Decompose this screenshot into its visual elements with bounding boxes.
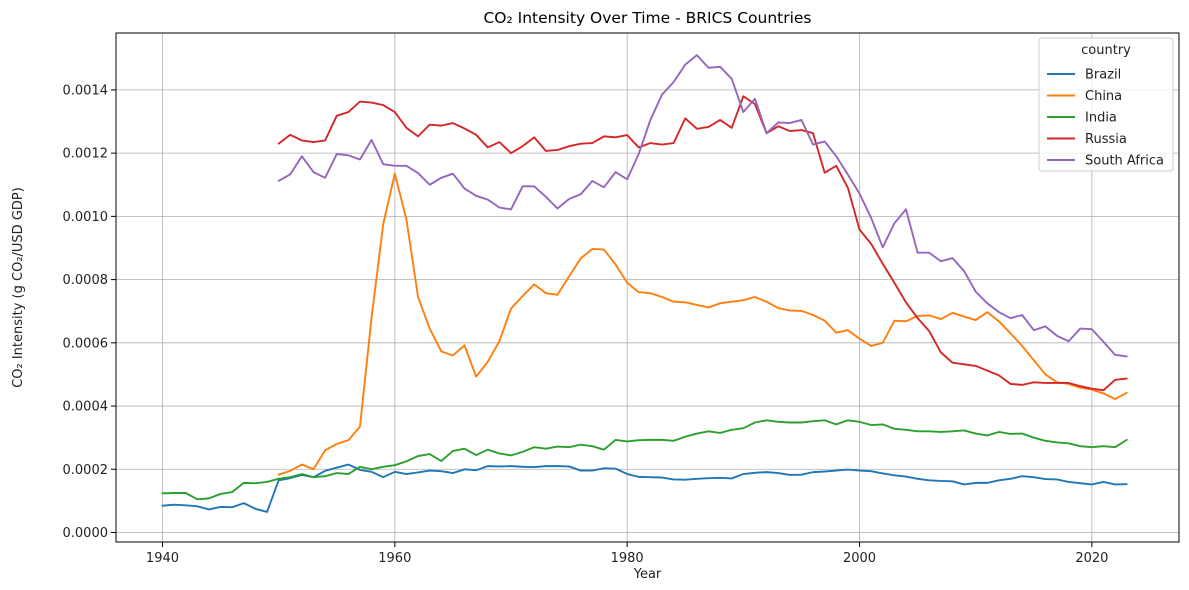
x-tick-label: 2020 [1075,551,1108,566]
y-tick-label: 0.0008 [63,273,109,288]
series-line-india [161,419,1128,501]
legend-label: China [1085,89,1122,104]
y-axis: 0.0000 0.0002 0.0004 0.0006 0.0008 0.0010 0.00… [63,83,116,541]
legend-label: Russia [1085,132,1127,147]
y-tick-label: 0.0002 [63,463,109,478]
x-axis-label: Year [633,567,662,582]
x-tick-label: 1960 [378,551,411,566]
series-lines [161,54,1128,513]
plot-area-frame [115,32,1180,543]
legend-items: Brazil China India Russia South Africa [1047,68,1164,169]
legend: country Brazil China India Russia South Afri… [1038,37,1174,172]
y-tick-label: 0.0012 [63,147,109,162]
legend-label: South Africa [1085,154,1164,169]
y-tick-label: 0.0010 [63,210,109,225]
x-tick-label: 1980 [611,551,644,566]
series-line-south-africa [277,54,1128,358]
grid [116,33,1179,542]
y-tick-label: 0.0006 [63,336,109,351]
y-axis-label: CO₂ Intensity (g CO₂/USD GDP) [11,187,26,388]
y-tick-label: 0.0000 [63,526,109,541]
y-tick-label: 0.0004 [63,400,109,415]
series-line-russia [277,95,1128,392]
x-axis: 1940 1960 1980 2000 2020 [146,542,1108,566]
legend-label: Brazil [1085,68,1121,83]
y-tick-label: 0.0014 [63,83,109,98]
series-line-brazil [161,463,1128,513]
x-tick-label: 2000 [843,551,876,566]
x-tick-label: 1940 [146,551,179,566]
series-line-china [277,172,1128,476]
chart-title: CO₂ Intensity Over Time - BRICS Countrie… [483,9,811,27]
legend-title: country [1081,43,1131,58]
legend-label: India [1085,111,1117,126]
